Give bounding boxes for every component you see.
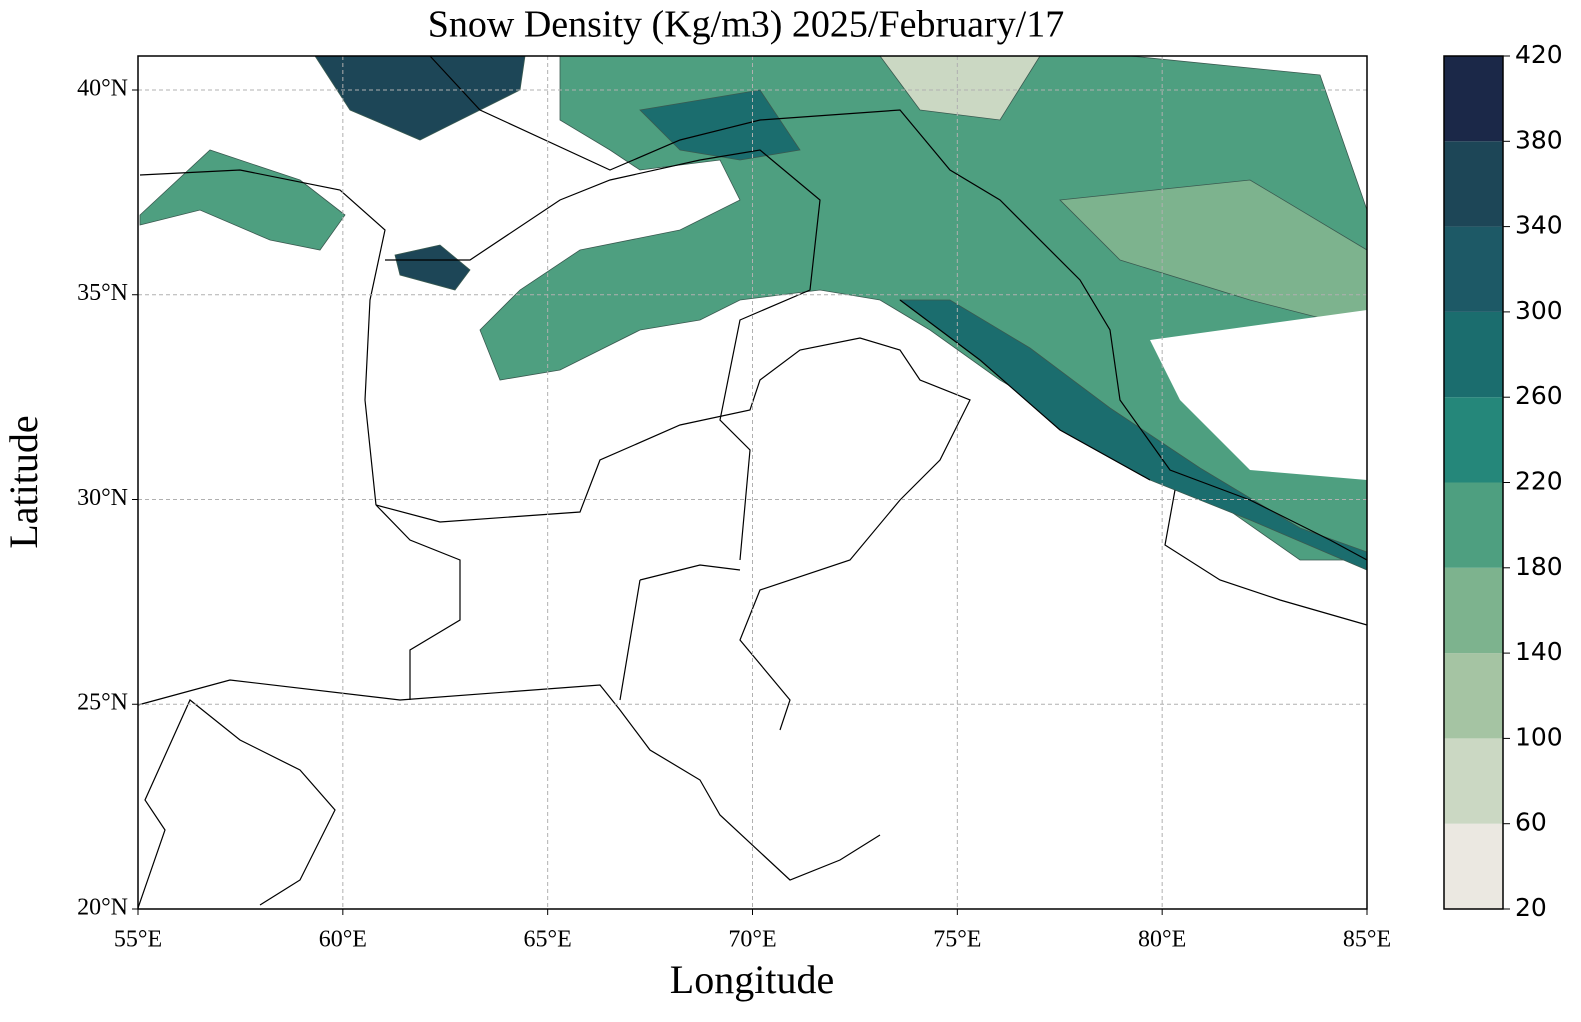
colorbar-segment <box>1444 226 1503 312</box>
snow-gap <box>1150 310 1367 480</box>
country-border <box>375 504 461 700</box>
x-tick-label: 70°E <box>728 927 776 953</box>
country-border <box>375 337 971 731</box>
colorbar-tick-label: 300 <box>1515 296 1563 325</box>
colorbar-segment <box>1444 56 1503 142</box>
y-tick-label: 35°N <box>77 280 128 306</box>
colorbar-segment <box>1444 823 1503 909</box>
colorbar-segment <box>1444 482 1503 568</box>
y-tick-label: 30°N <box>77 485 128 511</box>
country-border <box>899 299 1151 481</box>
colorbar-tick-label: 180 <box>1515 552 1563 581</box>
country-border <box>429 55 1368 561</box>
snow-region <box>394 244 471 291</box>
colorbar-segment <box>1444 738 1503 824</box>
colorbar-segment <box>1444 653 1503 739</box>
x-tick-label: 55°E <box>114 927 162 953</box>
coastline <box>137 679 881 881</box>
snow-field <box>139 55 1368 571</box>
snow-region <box>139 149 346 251</box>
colorbar-tick-label: 140 <box>1515 637 1563 666</box>
colorbar-tick-label: 100 <box>1515 722 1563 751</box>
x-tick-label: 85°E <box>1343 927 1391 953</box>
colorbar: 20 60 100 140 180 220 260 300 340 380 420 <box>1443 40 1563 922</box>
colorbar-segment <box>1444 311 1503 398</box>
colorbar-segment <box>1444 567 1503 654</box>
colorbar-tick-label: 20 <box>1515 893 1547 922</box>
country-border <box>619 564 741 701</box>
country-border <box>385 149 821 561</box>
coastline <box>137 699 336 909</box>
colorbar-tick-label: 260 <box>1515 381 1563 410</box>
country-border <box>1164 489 1368 626</box>
chart-title: Snow Density (Kg/m3) 2025/February/17 <box>428 4 1064 46</box>
snow-region <box>314 55 526 141</box>
x-tick-label: 75°E <box>933 927 981 953</box>
colorbar-tick-label: 380 <box>1515 125 1563 154</box>
x-axis-label: Longitude <box>670 957 834 1002</box>
y-axis-label: Latitude <box>1 415 46 548</box>
colorbar-segment <box>1444 397 1503 483</box>
x-tick-label: 60°E <box>319 927 367 953</box>
y-tick-label: 40°N <box>77 75 128 101</box>
x-tick-label: 65°E <box>524 927 572 953</box>
colorbar-tick-label: 60 <box>1515 808 1547 837</box>
colorbar-tick-label: 420 <box>1515 40 1563 69</box>
country-border <box>139 169 386 506</box>
x-tick-label: 80°E <box>1138 927 1186 953</box>
y-tick-label: 25°N <box>77 690 128 716</box>
colorbar-tick-label: 340 <box>1515 211 1563 240</box>
y-tick-label: 20°N <box>77 895 128 921</box>
colorbar-tick-label: 220 <box>1515 467 1563 496</box>
colorbar-segment <box>1444 141 1503 227</box>
